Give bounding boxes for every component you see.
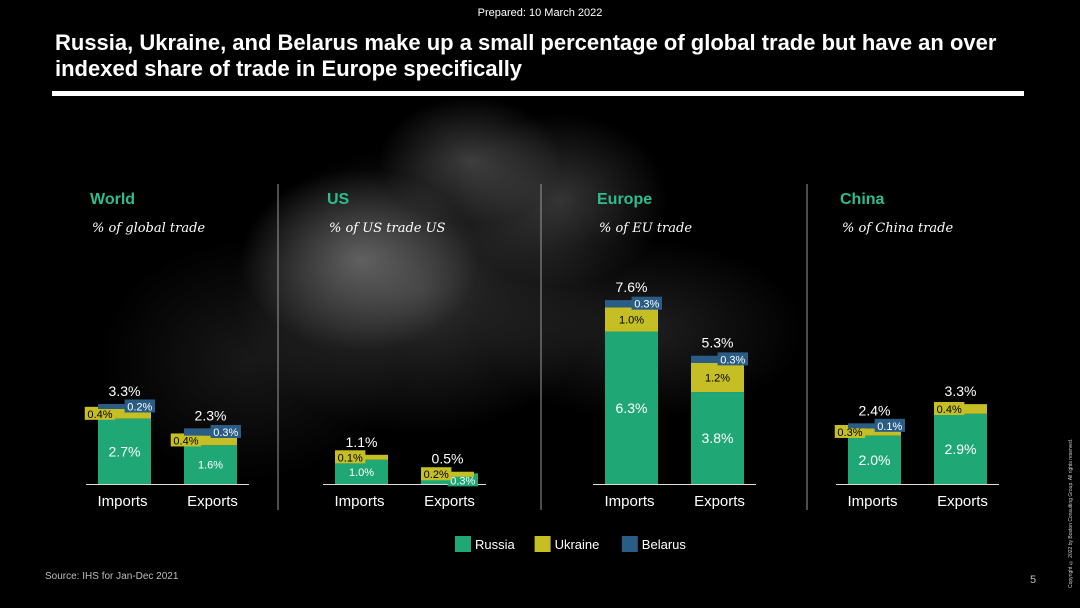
- bar-segment-ukraine: [691, 363, 744, 393]
- segment-label-bg: [934, 401, 965, 415]
- segment-label-bg: [124, 399, 155, 413]
- segment-label: 1.0%: [619, 314, 644, 326]
- category-label-imports: Imports: [847, 493, 897, 510]
- category-label-imports: Imports: [97, 493, 147, 510]
- panel-subtitle: % of US trade US: [329, 221, 446, 236]
- segment-label: 0.4%: [87, 409, 112, 421]
- segment-label: 0.3%: [720, 354, 745, 366]
- page-number: 5: [1030, 574, 1037, 586]
- segment-label: 0.3%: [450, 475, 475, 487]
- bar-segment-ukraine: [184, 435, 237, 446]
- segment-label: 0.1%: [877, 421, 902, 433]
- segment-label: 1.2%: [705, 373, 730, 385]
- bar-segment-russia: [848, 435, 901, 484]
- legend-swatch-belarus: [621, 536, 638, 552]
- bar-segment-russia: [605, 331, 658, 484]
- segment-label-bg: [170, 433, 202, 447]
- bar-total-label: 2.3%: [195, 407, 227, 423]
- page-title: Russia, Ukraine, and Belarus make up a s…: [55, 30, 997, 81]
- segment-label: 0.1%: [338, 452, 363, 464]
- bar-total-label: 2.4%: [859, 402, 891, 418]
- segment-label: 2.0%: [859, 452, 891, 468]
- category-label-exports: Exports: [937, 493, 988, 510]
- segment-label: 0.3%: [837, 427, 862, 439]
- segment-label-bg: [421, 467, 452, 481]
- segment-label: 2.7%: [109, 443, 141, 459]
- legend-label-belarus: Belarus: [642, 537, 687, 552]
- panel-subtitle: % of EU trade: [599, 221, 692, 236]
- prepared-date: Prepared: 10 March 2022: [477, 7, 603, 19]
- segment-label-bg: [335, 450, 366, 464]
- bar-total-label: 1.1%: [346, 434, 378, 450]
- category-label-exports: Exports: [694, 493, 745, 510]
- bar-segment-belarus: [605, 300, 658, 308]
- bar-segment-russia: [421, 476, 474, 484]
- bar-segment-russia: [335, 459, 388, 484]
- bar-segment-russia: [184, 445, 237, 484]
- bar-segment-belarus: [184, 428, 237, 436]
- segment-label: 1.0%: [349, 467, 374, 479]
- segment-label: 0.2%: [127, 401, 152, 413]
- bar-segment-russia: [934, 413, 987, 484]
- segment-label-bg: [631, 296, 662, 310]
- bar-segment-belarus: [848, 423, 901, 429]
- bar-total-label: 0.5%: [432, 451, 464, 467]
- segment-label: 0.2%: [424, 469, 449, 481]
- category-label-imports: Imports: [334, 493, 384, 510]
- bar-total-label: 5.3%: [702, 335, 734, 351]
- segment-label-bg: [84, 406, 116, 420]
- legend-swatch-ukraine: [534, 536, 551, 552]
- segment-label: 0.3%: [213, 427, 238, 439]
- bar-total-label: 3.3%: [109, 383, 141, 399]
- segment-label: 3.8%: [702, 430, 734, 446]
- bar-total-label: 3.3%: [945, 383, 977, 399]
- copyright-note: Copyright © 2022 by Boston Consulting Gr…: [1068, 438, 1074, 588]
- title-underline: [52, 91, 1024, 96]
- legend-label-ukraine: Ukraine: [555, 537, 600, 552]
- segment-label: 0.4%: [937, 404, 962, 416]
- bar-segment-ukraine: [98, 408, 151, 419]
- panel-title-us: US: [327, 191, 350, 208]
- category-label-exports: Exports: [187, 493, 238, 510]
- legend-swatch-russia: [455, 536, 471, 552]
- bar-segment-ukraine: [848, 428, 901, 436]
- segment-label: 0.4%: [173, 435, 198, 447]
- panel-subtitle: % of global trade: [92, 221, 205, 236]
- segment-label: 6.3%: [616, 400, 648, 416]
- source-note: Source: IHS for Jan-Dec 2021: [45, 571, 179, 582]
- category-label-imports: Imports: [604, 493, 654, 510]
- panel-title-world: World: [90, 191, 135, 208]
- segment-label-bg: [717, 352, 748, 366]
- panel-subtitle: % of China trade: [842, 221, 953, 236]
- segment-label-bg: [874, 418, 905, 432]
- legend-label-russia: Russia: [475, 537, 516, 552]
- panel-title-europe: Europe: [597, 191, 652, 208]
- category-label-exports: Exports: [424, 493, 475, 510]
- bar-segment-belarus: [691, 355, 744, 363]
- bar-segment-russia: [98, 418, 151, 484]
- bar-segment-russia: [691, 392, 744, 484]
- bar-total-label: 7.6%: [616, 279, 648, 295]
- panel-title-china: China: [840, 191, 885, 208]
- segment-label-bg: [210, 424, 241, 438]
- bar-segment-belarus: [98, 403, 151, 409]
- segment-label: 0.3%: [634, 299, 659, 311]
- bar-segment-ukraine: [605, 307, 658, 332]
- segment-label: 1.6%: [198, 460, 223, 472]
- segment-label: 2.9%: [945, 441, 977, 457]
